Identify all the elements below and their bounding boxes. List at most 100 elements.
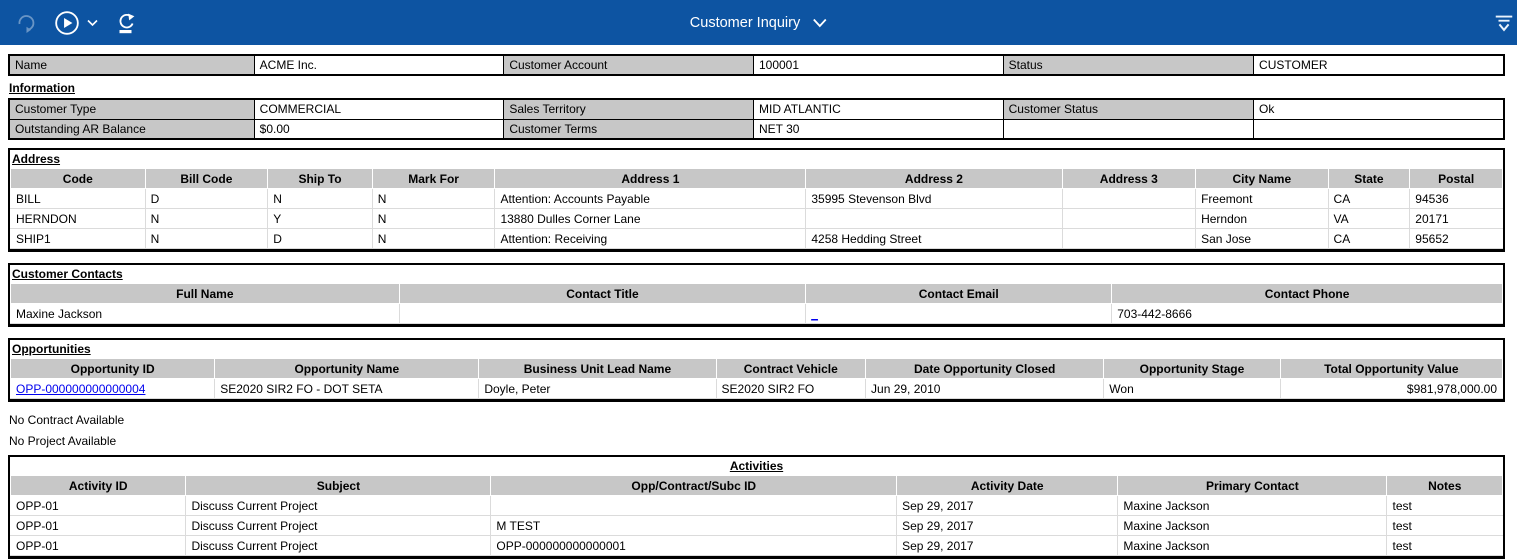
run-button[interactable] xyxy=(54,10,98,36)
column-header: Full Name xyxy=(10,283,400,304)
cell: N xyxy=(371,228,496,249)
field-label: Name xyxy=(8,54,255,76)
cell: OPP-000000000000004 xyxy=(9,378,216,399)
cell: Y xyxy=(267,208,373,229)
column-header: Opportunity Name xyxy=(214,358,480,379)
column-header: Contact Email xyxy=(805,283,1113,304)
activities-heading: Activities xyxy=(729,459,784,473)
cell: Discuss Current Project xyxy=(185,495,492,516)
table-header-row: Code Bill Code Ship To Mark For Address … xyxy=(10,168,1503,189)
cell: D xyxy=(267,228,373,249)
column-header: Date Opportunity Closed xyxy=(865,358,1105,379)
table-row: OPP-01 Discuss Current Project Sep 29, 2… xyxy=(9,495,1503,516)
field-value: COMMERCIAL xyxy=(253,98,505,120)
field-label: Customer Type xyxy=(8,98,255,120)
table-row: Name ACME Inc. Customer Account 100001 S… xyxy=(8,54,1505,76)
field-label: Customer Status xyxy=(1002,98,1255,120)
cell: OPP-000000000000001 xyxy=(490,535,898,556)
customer-contacts-table: Full Name Contact Title Contact Email Co… xyxy=(10,283,1503,324)
filter-icon xyxy=(1493,11,1515,35)
customer-contacts-section: Customer Contacts Full Name Contact Titl… xyxy=(8,263,1505,327)
table-row: Outstanding AR Balance $0.00 Customer Te… xyxy=(8,118,1505,140)
no-project-message: No Project Available xyxy=(9,434,117,448)
field-label: Status xyxy=(1002,54,1255,76)
cell: Doyle, Peter xyxy=(478,378,717,399)
activities-section: Activities Activity ID Subject Opp/Contr… xyxy=(8,455,1505,559)
cell: 4258 Hedding Street xyxy=(805,228,1063,249)
opportunities-heading: Opportunities xyxy=(12,342,91,356)
cell: test xyxy=(1386,535,1503,556)
export-button[interactable] xyxy=(114,11,138,35)
cell: Discuss Current Project xyxy=(185,515,492,536)
cell: Jun 29, 2010 xyxy=(865,378,1105,399)
field-value: Ok xyxy=(1253,98,1505,120)
view-selector[interactable]: Customer Inquiry xyxy=(690,15,827,31)
toolbar-left xyxy=(0,10,138,36)
cell: Attention: Receiving xyxy=(494,228,807,249)
column-header: Contact Title xyxy=(398,283,807,304)
cell: N xyxy=(144,228,269,249)
cell: Herndon xyxy=(1195,208,1329,229)
field-value: CUSTOMER xyxy=(1253,54,1505,76)
cell: Freemont xyxy=(1195,188,1329,209)
no-contract-message: No Contract Available xyxy=(9,413,125,427)
cell: CA xyxy=(1327,228,1411,249)
opportunity-id-link[interactable]: OPP-000000000000004 xyxy=(16,381,146,396)
column-header: City Name xyxy=(1195,168,1329,189)
undo-button[interactable] xyxy=(14,11,38,35)
cell: SE2020 SIR2 FO xyxy=(715,378,867,399)
cell: HERNDON xyxy=(10,208,146,229)
address-section: Address Code Bill Code Ship To Mark For … xyxy=(8,148,1505,252)
column-header: State xyxy=(1327,168,1411,189)
undo-icon xyxy=(14,11,38,35)
cell: N xyxy=(267,188,373,209)
field-value xyxy=(1002,118,1255,140)
page-title: Customer Inquiry xyxy=(689,14,801,31)
cell: BILL xyxy=(10,188,146,209)
column-header: Opportunity ID xyxy=(9,358,216,379)
cell: 20171 xyxy=(1409,208,1503,229)
cell: SHIP1 xyxy=(10,228,146,249)
chevron-down-icon xyxy=(87,19,98,27)
cell: N xyxy=(371,188,496,209)
column-header: Business Unit Lead Name xyxy=(478,358,717,379)
cell: Won xyxy=(1103,378,1281,399)
filter-button[interactable] xyxy=(1493,11,1515,35)
cell: Attention: Accounts Payable xyxy=(494,188,807,209)
column-header: Address 1 xyxy=(494,168,807,189)
table-row: Maxine Jackson _ 703-442-8666 xyxy=(10,303,1503,324)
column-header: Contract Vehicle xyxy=(715,358,867,379)
cell: OPP-01 xyxy=(9,495,187,516)
column-header: Ship To xyxy=(267,168,373,189)
information-heading: Information xyxy=(9,81,75,95)
table-header-row: Activity ID Subject Opp/Contract/Subc ID… xyxy=(9,475,1503,496)
cell xyxy=(1061,228,1197,249)
cell: N xyxy=(371,208,496,229)
cell: D xyxy=(144,188,269,209)
cell: 94536 xyxy=(1409,188,1503,209)
cell: 35995 Stevenson Blvd xyxy=(805,188,1063,209)
cell: test xyxy=(1386,495,1503,516)
field-label: Outstanding AR Balance xyxy=(8,118,255,140)
table-row: OPP-000000000000004 SE2020 SIR2 FO - DOT… xyxy=(9,378,1504,399)
column-header: Notes xyxy=(1386,475,1503,496)
cell: M TEST xyxy=(490,515,898,536)
column-header: Postal xyxy=(1409,168,1503,189)
cell: Discuss Current Project xyxy=(185,535,492,556)
cell xyxy=(805,208,1063,229)
cell: Maxine Jackson xyxy=(10,303,400,324)
column-header: Bill Code xyxy=(144,168,269,189)
table-header-row: Opportunity ID Opportunity Name Business… xyxy=(9,358,1504,379)
cell: Maxine Jackson xyxy=(1117,535,1388,556)
column-header: Address 3 xyxy=(1061,168,1197,189)
field-value: ACME Inc. xyxy=(253,54,505,76)
cell: Sep 29, 2017 xyxy=(896,535,1119,556)
column-header: Activity Date xyxy=(896,475,1119,496)
opportunities-table: Opportunity ID Opportunity Name Business… xyxy=(9,358,1504,399)
cell: _ xyxy=(805,303,1113,324)
cell: 703-442-8666 xyxy=(1111,303,1503,324)
cell xyxy=(490,495,898,516)
cell: OPP-01 xyxy=(9,535,187,556)
contact-email-link[interactable]: _ xyxy=(811,306,818,321)
chevron-down-icon xyxy=(812,18,827,28)
